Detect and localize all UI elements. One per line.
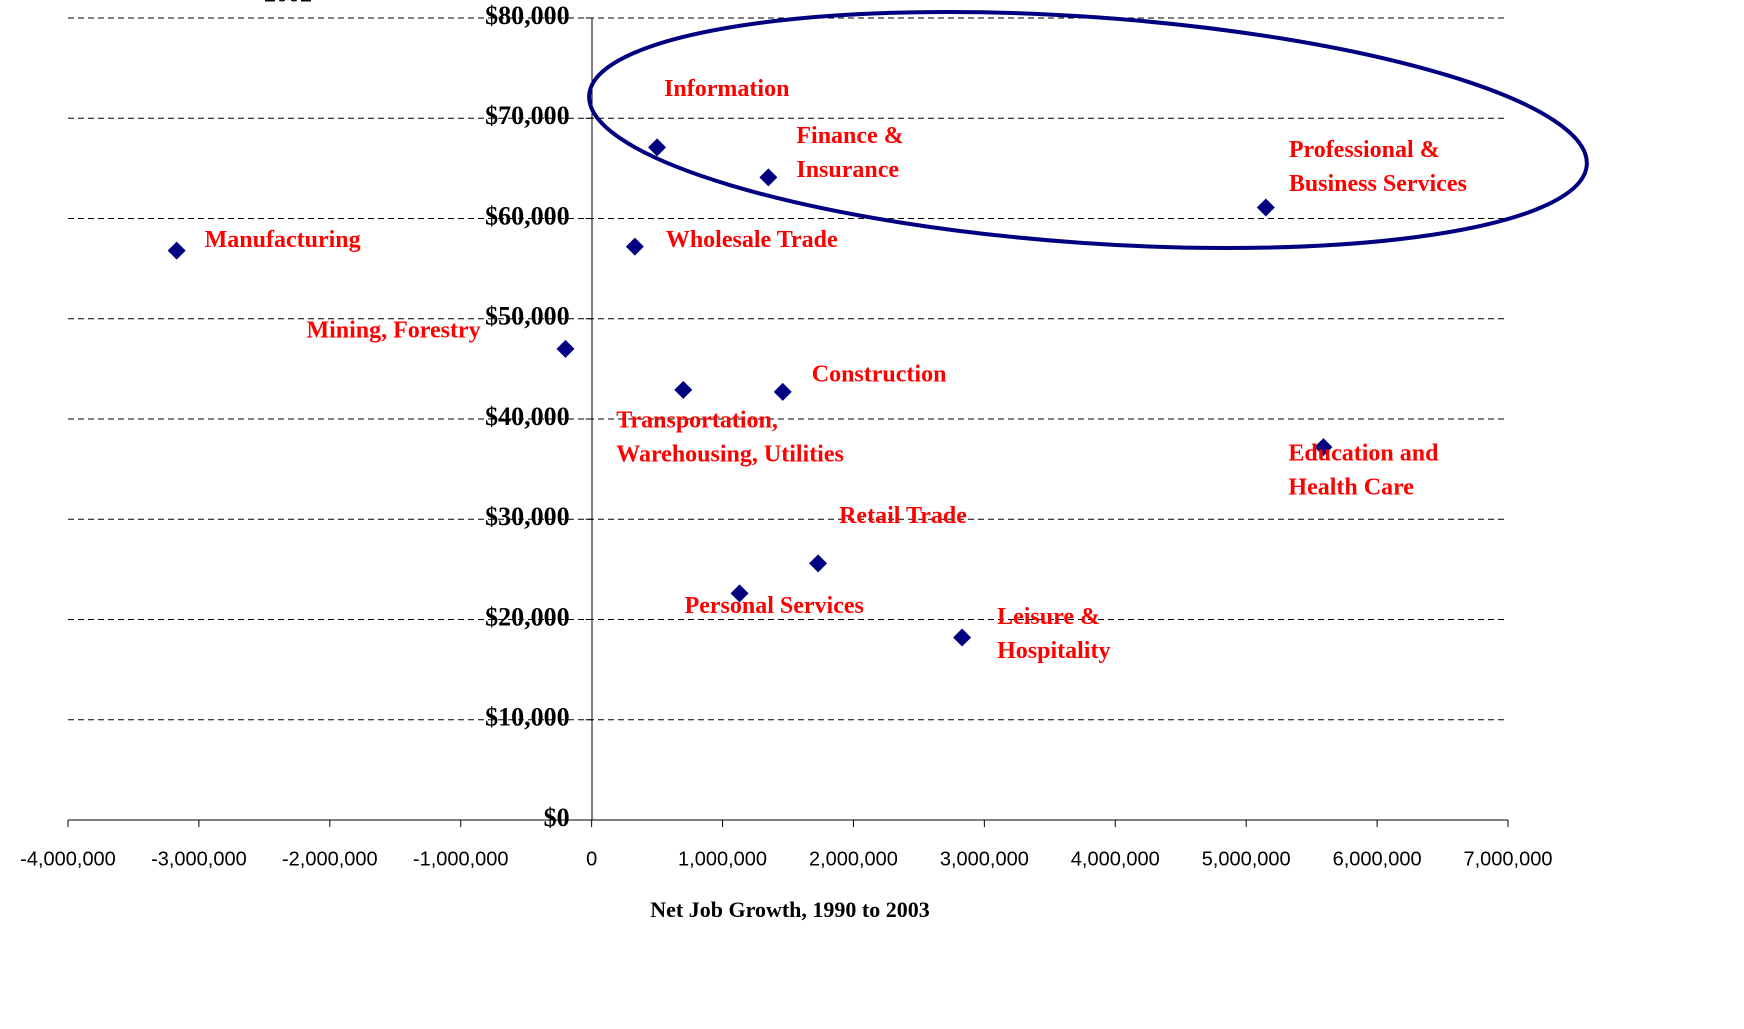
x-tick-label: 4,000,000 [1071, 848, 1160, 870]
point [167, 241, 186, 260]
point-label: Warehousing, Utilities [616, 441, 844, 467]
point-label: Leisure & [997, 604, 1100, 630]
x-tick-label: -2,000,000 [282, 848, 378, 870]
y-tick-label: $70,000 [485, 101, 570, 130]
point-label: Information [664, 76, 789, 102]
x-tick-label: 3,000,000 [940, 848, 1029, 870]
x-tick-label: 6,000,000 [1333, 848, 1422, 870]
x-tick-label: 2,000,000 [809, 848, 898, 870]
point [953, 628, 972, 647]
point-label: Health Care [1288, 475, 1414, 501]
point-label: Finance & [796, 123, 903, 149]
y-tick-label: $80,000 [485, 1, 570, 30]
y-tick-label: $30,000 [485, 502, 570, 531]
grid [68, 17, 1508, 721]
point [1314, 438, 1333, 457]
y-tick-label: $60,000 [485, 201, 570, 230]
point [625, 237, 644, 256]
point [1256, 198, 1275, 217]
point [773, 382, 792, 401]
point [674, 380, 693, 399]
x-tick-label: -4,000,000 [20, 848, 116, 870]
y-axis-title: 2002 [264, 0, 312, 8]
y-tick-label: $10,000 [485, 703, 570, 732]
x-axis-title: Net Job Growth, 1990 to 2003 [650, 897, 929, 922]
x-tick-label: 1,000,000 [678, 848, 767, 870]
point-label: Construction [812, 361, 947, 387]
point [759, 168, 778, 187]
highlight-ellipse [587, 10, 1589, 250]
y-tick-label: $50,000 [485, 302, 570, 331]
point-label: Mining, Forestry [306, 317, 480, 343]
x-tick-label: 0 [586, 848, 597, 870]
point-label: Insurance [796, 157, 899, 183]
point-label: Retail Trade [839, 503, 967, 529]
x-tick-label: -3,000,000 [151, 848, 247, 870]
y-tick-label: $20,000 [485, 602, 570, 631]
point-label: Manufacturing [205, 227, 361, 253]
point [730, 584, 749, 603]
point-label: Business Services [1289, 171, 1467, 197]
y-tick-label: $0 [544, 803, 570, 832]
point [648, 138, 667, 157]
x-tick-label: 7,000,000 [1464, 848, 1553, 870]
point-label: Transportation, [616, 407, 778, 433]
x-tick-label: 5,000,000 [1202, 848, 1291, 870]
point-label: Hospitality [997, 638, 1110, 664]
point [556, 339, 575, 358]
point-label: Education and [1288, 441, 1439, 467]
point-label: Wholesale Trade [666, 227, 838, 253]
point-label: Personal Services [685, 593, 864, 619]
point-label: Professional & [1289, 137, 1440, 163]
point [809, 554, 828, 573]
x-tick-label: -1,000,000 [413, 848, 509, 870]
y-tick-label: $40,000 [485, 402, 570, 431]
